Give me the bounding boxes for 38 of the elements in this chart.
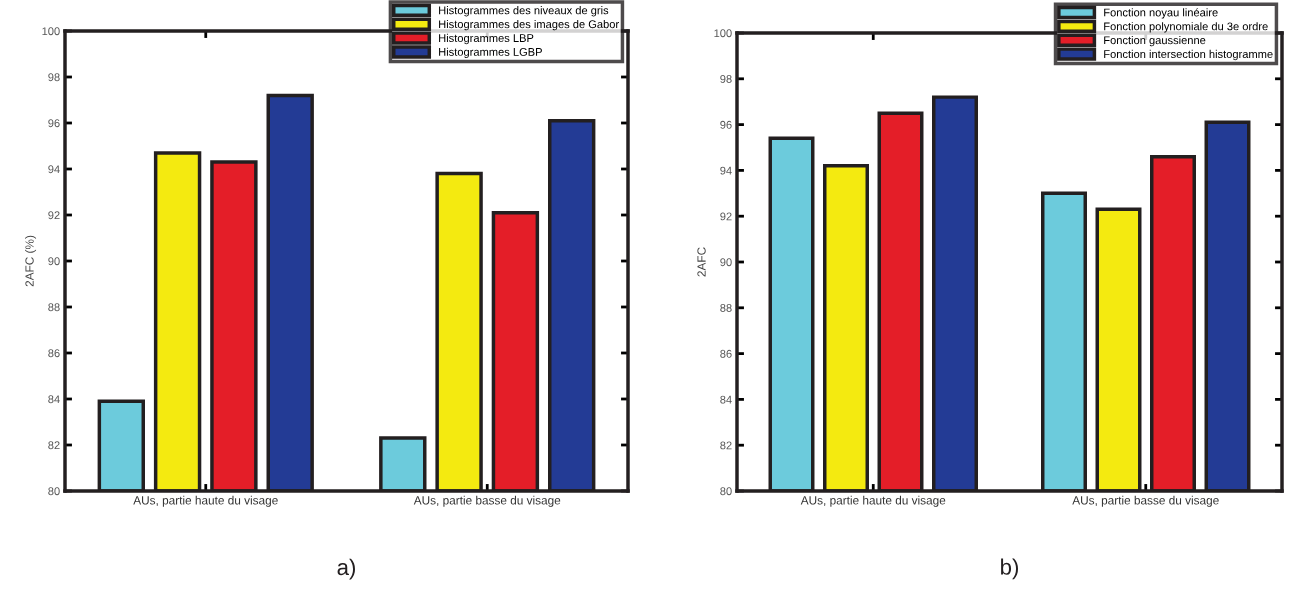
legend-label: Histogrammes LGBP — [439, 47, 542, 59]
y-tick-label: 82 — [720, 441, 732, 450]
legend-label: Fonction noyau linéaire — [1104, 8, 1218, 19]
y-tick-label: 92 — [48, 211, 60, 220]
legend-label: Fonction intersection histogramme — [1104, 49, 1273, 61]
text: b) — [1001, 558, 1018, 580]
y-tick-label: 94 — [720, 166, 732, 175]
x-tick-label: AUs, partie basse du visage — [413, 495, 561, 507]
y-tick-label: 80 — [720, 487, 732, 496]
y-tick-label: 96 — [48, 119, 60, 128]
y-tick-label: 82 — [48, 441, 60, 450]
x-tick-label: AUs, partie basse du visage — [1072, 495, 1219, 507]
y-tick-label: 86 — [720, 349, 732, 358]
legend-label: Fonction polynomiale du 3e ordre — [1104, 22, 1268, 33]
y-tick-label: 84 — [720, 395, 732, 404]
text: a) — [337, 558, 355, 580]
y-tick-label: 96 — [720, 120, 732, 129]
y-tick-label: 88 — [720, 304, 732, 312]
y-tick-label: 98 — [48, 73, 60, 82]
y-tick-label: 100 — [42, 27, 60, 36]
y-tick-label: 84 — [48, 395, 60, 404]
y-axis-title: 2AFC (%) — [25, 235, 37, 287]
y-tick-label: 100 — [714, 29, 732, 38]
y-axis-title: 2AFC — [697, 247, 706, 277]
y-tick-label: 98 — [720, 75, 732, 83]
y-tick-label: 94 — [48, 165, 60, 174]
legend-label: Histogrammes des niveaux de gris — [439, 6, 609, 17]
y-tick-label: 80 — [48, 487, 60, 496]
x-tick-label: AUs, partie haute du visage — [800, 495, 946, 507]
legend-label: Histogrammes des images de Gabor — [439, 19, 619, 31]
y-tick-label: 86 — [48, 349, 60, 358]
y-tick-label: 90 — [720, 258, 732, 267]
y-tick-label: 92 — [720, 212, 732, 221]
y-tick-label: 90 — [48, 257, 60, 266]
x-tick-label: AUs, partie haute du visage — [133, 495, 278, 507]
legend-label: Fonction gaussienne — [1104, 35, 1206, 47]
y-tick-label: 88 — [48, 303, 60, 312]
legend-label: Histogrammes LBP — [439, 33, 534, 45]
